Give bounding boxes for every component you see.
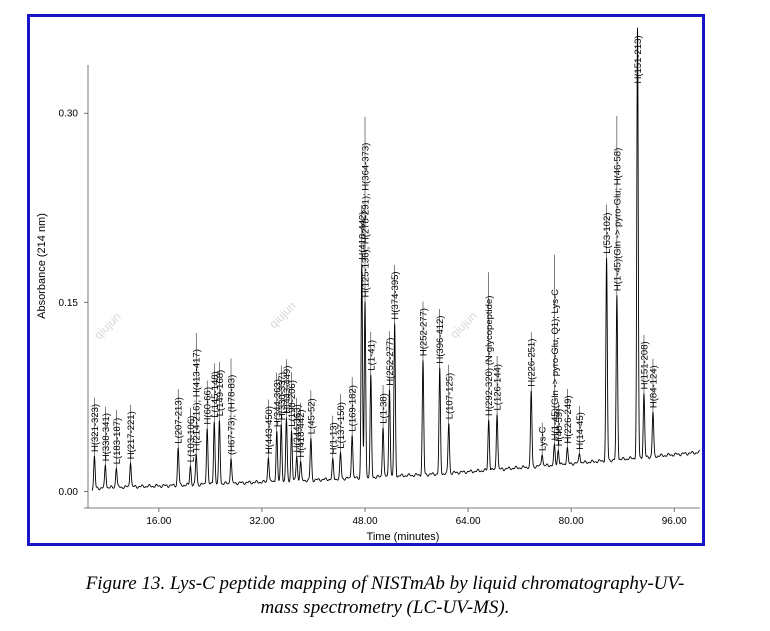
x-tick-label: 32.00 — [249, 516, 274, 527]
peak-label: H(321-323) — [90, 404, 101, 452]
peak-label: H(344-363) — [272, 379, 283, 427]
x-tick-label: 48.00 — [352, 516, 377, 527]
peak-label: L(149-168) — [215, 370, 226, 416]
peak-label: L(207-213) — [174, 397, 185, 443]
x-tick-label: 64.00 — [456, 516, 481, 527]
peak-label: L(190-206) — [287, 380, 298, 426]
peak-label: L(169-182) — [348, 385, 359, 431]
y-axis-title: Absorbance (214 nm) — [36, 213, 48, 319]
peak-label: H(226-251) — [527, 339, 538, 387]
axes-layer: 16.00 32.00 48.00 64.00 80.00 96.00 0.00 0.15 0.… — [59, 65, 700, 527]
peak-label: H(226-249) — [563, 395, 574, 443]
peak-label: H(46-59) — [554, 409, 565, 447]
caption-line-2: mass spectrometry (LC-UV-MS). — [260, 597, 510, 618]
peak-label: H(418-442) — [296, 409, 307, 457]
figure-caption: Figure 13. Lys-C peptide mapping of NIST… — [0, 572, 770, 620]
peak-label: H(1-45)(Gln -> pyro-Glu; H(46-58) — [612, 148, 623, 291]
peak-label: H(330-337) — [277, 372, 288, 420]
peak-label: L(137-150) — [336, 402, 347, 448]
peak-label: Lys-C — [538, 426, 549, 451]
peak-label: (H67-73); (H78-83) — [227, 375, 238, 455]
peak-label: H(214-216); H(413-417) — [192, 349, 203, 450]
peak-label-layer: H(321-323) H(338-341) L(183-187) H(217-221)… — [90, 35, 660, 464]
caption-line-1: Figure 13. Lys-C peptide mapping of NIST… — [85, 573, 685, 594]
peak-label: L(1-38) — [379, 393, 390, 424]
peak-label: H(252-277) — [419, 308, 430, 356]
peak-label: H(1-13) — [328, 422, 339, 454]
peak-label: H(292-320) (N-glycopeptide) — [484, 296, 495, 416]
peak-label: H(1-45)(Gln -> pyro-Glu, Q1); Lys-C — [550, 289, 561, 441]
x-tick-label: 16.00 — [146, 516, 171, 527]
y-tick-label: 0.30 — [59, 109, 79, 120]
peak-label: H(151-208) — [640, 341, 651, 389]
x-tick-label: 80.00 — [559, 516, 584, 527]
peak-label: H(125-136); H(278-291); H(364-373) — [361, 143, 372, 298]
chromatogram-chart: qiujun qiujun qiujun 16.00 32.00 48.00 64.0… — [36, 27, 701, 543]
peak-label: H(396-412) — [435, 316, 446, 364]
peak-leader-layer — [94, 27, 654, 469]
peak-label: H(60-66) — [203, 387, 214, 425]
y-tick-label: 0.00 — [59, 487, 79, 498]
peak-label: L(45-52) — [306, 398, 317, 434]
watermark-3: qiujun — [447, 309, 480, 342]
peak-label: L(145-148) — [210, 371, 221, 417]
peak-label: H(344-363) — [292, 404, 303, 452]
peak-label: L(107-125) — [444, 373, 455, 419]
peak-label: L(126-144) — [493, 364, 504, 410]
watermark-2: qiujun — [266, 299, 299, 332]
peak-label: H(151-213) — [633, 35, 644, 83]
peak-label: L(1-41) — [366, 340, 377, 371]
x-axis-title: Time (minutes) — [367, 531, 440, 543]
peak-label: H(252-277) — [385, 338, 396, 386]
peak-label: L(103-106) — [186, 416, 197, 462]
peak-label: H(443-450) — [264, 406, 275, 454]
peak-label: H(418-442) — [357, 212, 368, 260]
peak-label: H(338-341) — [101, 413, 112, 461]
y-tick-label: 0.15 — [59, 298, 79, 309]
x-tick-label: 96.00 — [662, 516, 687, 527]
peak-label: L(183-187) — [112, 418, 123, 464]
peak-label: H(374-395) — [390, 271, 401, 319]
peak-label: H(14-45) — [575, 412, 586, 450]
uv-trace-line — [91, 27, 701, 491]
peak-label: H(443-449) — [282, 366, 293, 414]
watermark-1: qiujun — [91, 310, 124, 343]
peak-label: H(84-124) — [649, 365, 660, 408]
peak-label: H(217-221) — [126, 411, 137, 459]
chart-frame: qiujun qiujun qiujun 16.00 32.00 48.00 64.0… — [27, 14, 705, 546]
peak-label: L(53-102) — [602, 213, 613, 254]
